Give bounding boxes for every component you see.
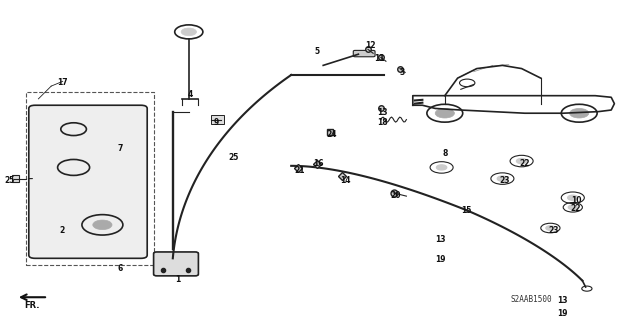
Text: 19: 19 — [435, 256, 445, 264]
Text: 1: 1 — [175, 275, 180, 284]
Circle shape — [436, 165, 447, 170]
Text: S2AAB1500: S2AAB1500 — [510, 295, 552, 304]
Text: 22: 22 — [571, 204, 581, 213]
Circle shape — [93, 220, 112, 230]
Text: 24: 24 — [326, 130, 337, 139]
Circle shape — [497, 176, 508, 181]
Text: 19: 19 — [557, 309, 567, 318]
Text: 11: 11 — [374, 54, 385, 63]
Text: 3: 3 — [399, 68, 404, 77]
Circle shape — [181, 28, 196, 36]
Circle shape — [546, 226, 555, 230]
Text: 23: 23 — [548, 226, 559, 235]
Text: FR.: FR. — [24, 301, 40, 310]
Text: 13: 13 — [378, 108, 388, 117]
Text: 4: 4 — [188, 90, 193, 99]
Text: 6: 6 — [118, 264, 123, 273]
Text: 8: 8 — [442, 149, 447, 158]
Text: 17: 17 — [58, 78, 68, 87]
Text: 23: 23 — [499, 176, 509, 185]
Text: 16: 16 — [314, 159, 324, 168]
Text: 13: 13 — [557, 296, 567, 305]
Bar — [211, 115, 224, 124]
Text: 9: 9 — [214, 118, 219, 127]
Circle shape — [568, 205, 577, 210]
Text: 13: 13 — [435, 235, 445, 244]
Text: 20: 20 — [390, 191, 401, 200]
Text: 7: 7 — [118, 144, 123, 153]
Text: 2: 2 — [60, 226, 65, 235]
FancyBboxPatch shape — [29, 105, 147, 258]
Text: 25: 25 — [4, 176, 15, 185]
Circle shape — [568, 195, 578, 200]
Text: 14: 14 — [340, 176, 351, 185]
Text: 5: 5 — [314, 47, 319, 56]
Text: 15: 15 — [461, 206, 471, 215]
Text: 25: 25 — [228, 153, 239, 162]
Circle shape — [516, 159, 527, 164]
Text: 18: 18 — [378, 118, 388, 127]
FancyBboxPatch shape — [353, 50, 375, 57]
Text: 22: 22 — [520, 159, 530, 168]
Circle shape — [435, 108, 454, 118]
Text: 21: 21 — [294, 166, 305, 175]
Text: 10: 10 — [571, 197, 581, 205]
FancyBboxPatch shape — [154, 252, 198, 276]
Bar — [26, 93, 154, 265]
Bar — [12, 175, 19, 182]
Text: 12: 12 — [365, 41, 375, 50]
Circle shape — [570, 108, 589, 118]
